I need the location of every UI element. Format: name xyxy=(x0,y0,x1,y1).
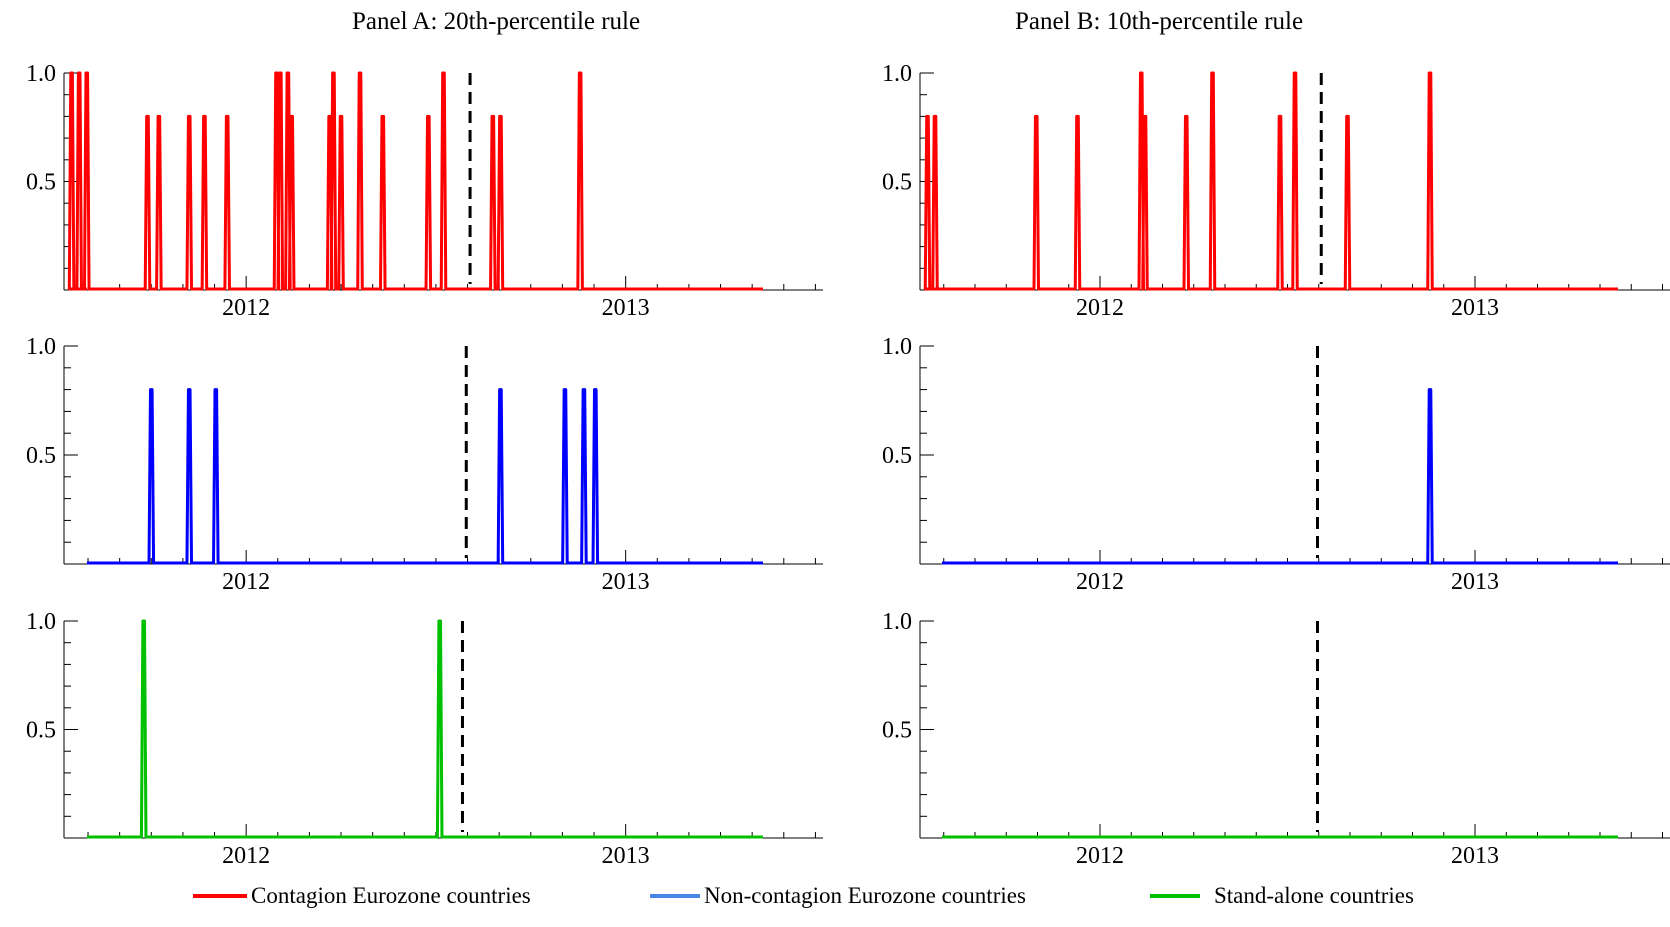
y-tick-label: 1.0 xyxy=(882,334,912,360)
y-tick-label: 0.5 xyxy=(882,170,912,196)
y-tick-label: 0.5 xyxy=(26,718,56,744)
subplot-4: 0.5 1.0 2012 2013 xyxy=(882,334,1670,595)
x-tick-label: 2012 xyxy=(222,843,270,869)
legend-swatch-contagion xyxy=(193,894,247,898)
x-tick-label: 2013 xyxy=(602,295,650,321)
x-tick-label: 2013 xyxy=(1451,295,1499,321)
series-line xyxy=(87,619,763,839)
subplot-2: 0.5 1.0 2012 2013 xyxy=(882,61,1670,321)
chart-grid: 0.5 1.0 2012 2013 0.5 1.0 2012 2013 0.5 1.0 2012 20… xyxy=(26,61,1670,869)
x-tick-label: 2013 xyxy=(602,569,650,595)
x-tick-label: 2012 xyxy=(1076,843,1124,869)
legend: Contagion Eurozone countries Non-contagi… xyxy=(0,878,1670,914)
subplot-6: 0.5 1.0 2012 2013 xyxy=(882,609,1670,869)
y-tick-label: 1.0 xyxy=(26,61,56,87)
subplot-3: 0.5 1.0 2012 2013 xyxy=(26,334,823,595)
x-tick-label: 2013 xyxy=(602,843,650,869)
y-tick-label: 1.0 xyxy=(882,609,912,635)
panel-a-title: Panel A: 20th-percentile rule xyxy=(352,8,641,35)
y-tick-label: 0.5 xyxy=(882,443,912,469)
x-tick-label: 2012 xyxy=(1076,569,1124,595)
y-tick-label: 0.5 xyxy=(26,170,56,196)
panel-b-title: Panel B: 10th-percentile rule xyxy=(1015,8,1304,35)
y-tick-label: 0.5 xyxy=(882,718,912,744)
x-tick-label: 2012 xyxy=(1076,295,1124,321)
x-tick-label: 2013 xyxy=(1451,843,1499,869)
subplot-5: 0.5 1.0 2012 2013 xyxy=(26,609,823,869)
y-tick-label: 1.0 xyxy=(26,334,56,360)
x-tick-label: 2012 xyxy=(222,569,270,595)
legend-label-non-contagion: Non-contagion Eurozone countries xyxy=(704,883,1026,908)
legend-item-stand-alone: Stand-alone countries xyxy=(1150,878,1414,914)
subplot-1: 0.5 1.0 2012 2013 xyxy=(26,61,823,321)
x-tick-label: 2013 xyxy=(1451,569,1499,595)
legend-item-contagion: Contagion Eurozone countries xyxy=(193,878,531,914)
y-tick-label: 1.0 xyxy=(26,609,56,635)
series-line xyxy=(67,71,763,291)
legend-label-stand-alone: Stand-alone countries xyxy=(1214,883,1414,908)
series-line xyxy=(942,388,1618,565)
series-line xyxy=(923,71,1618,291)
y-tick-label: 1.0 xyxy=(882,61,912,87)
legend-item-non-contagion: Non-contagion Eurozone countries xyxy=(650,878,1026,914)
series-line xyxy=(87,388,763,565)
legend-swatch-non-contagion xyxy=(650,894,700,898)
x-tick-label: 2012 xyxy=(222,295,270,321)
legend-label-contagion: Contagion Eurozone countries xyxy=(251,883,531,908)
y-tick-label: 0.5 xyxy=(26,443,56,469)
legend-swatch-stand-alone xyxy=(1150,894,1200,898)
